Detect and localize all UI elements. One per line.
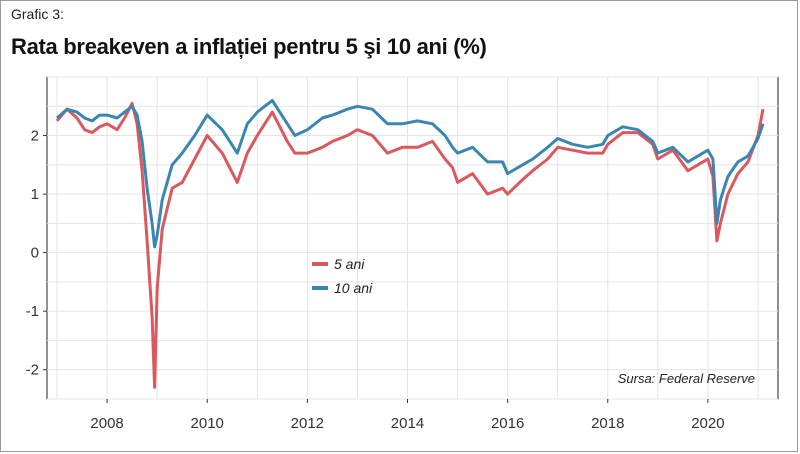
- x-axis-ticks: 2008 2010 2012 2014 2016 2018 2020: [90, 399, 725, 432]
- legend-label-5-ani: 5 ani: [334, 256, 365, 272]
- legend-label-10-ani: 10 ani: [334, 280, 373, 296]
- y-tick-label: -2: [26, 362, 39, 379]
- y-tick-label: 2: [31, 128, 39, 145]
- series-lines: [55, 98, 765, 389]
- figure-label: Grafic 3:: [11, 6, 64, 22]
- series-line-10-ani: [56, 98, 765, 249]
- series-line-5-ani: [55, 101, 765, 389]
- x-tick-label: 2016: [491, 415, 524, 432]
- y-tick-label: -1: [26, 303, 39, 320]
- legend: 5 ani 10 ani: [312, 256, 373, 296]
- x-tick-label: 2018: [591, 415, 624, 432]
- x-tick-label: 2010: [191, 415, 224, 432]
- chart-title: Rata breakeven a inflației pentru 5 şi 1…: [11, 34, 487, 59]
- y-axis-ticks: -2 -1 0 1 2: [26, 128, 47, 379]
- y-tick-label: 0: [31, 245, 39, 262]
- x-tick-label: 2012: [291, 415, 324, 432]
- x-tick-label: 2020: [691, 415, 724, 432]
- y-tick-label: 1: [31, 186, 39, 203]
- source-note: Sursa: Federal Reserve: [618, 371, 755, 386]
- x-tick-label: 2014: [391, 415, 424, 432]
- x-tick-label: 2008: [90, 415, 123, 432]
